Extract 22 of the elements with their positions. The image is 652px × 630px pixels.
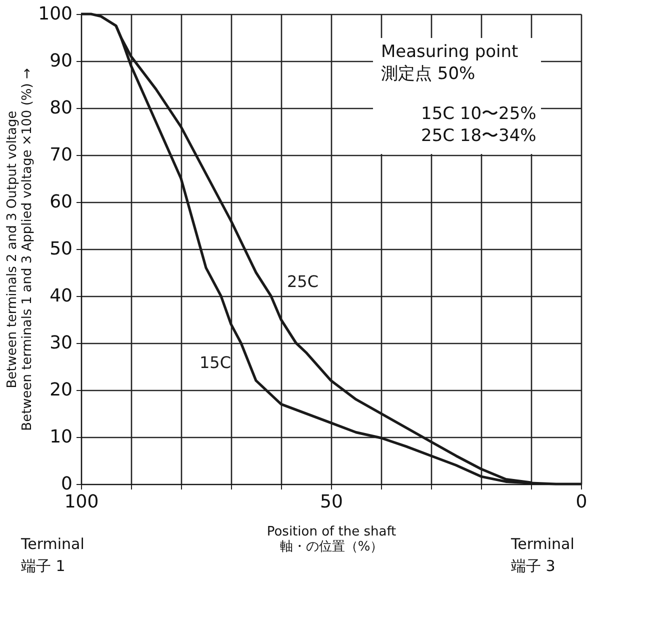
y-tick-label: 10 [50, 426, 72, 448]
y-tick-label: 60 [50, 192, 72, 212]
text: Terminal 端子 1 [20, 535, 84, 575]
y-tick-label: 90 [50, 50, 72, 72]
y-tick-label: 30 [50, 332, 72, 354]
y-tick-label: 40 [50, 286, 72, 306]
x-tick-label: 50 [320, 492, 343, 512]
y-axis-title: Between terminals 2 and 3 Output voltage Between terminals 1 and 3 Applied voltage ×100 (%) → [5, 68, 36, 431]
text: Terminal 端子 3 [510, 535, 574, 575]
series-label: 15C [199, 353, 231, 372]
y-tick-label: 50 [50, 238, 72, 260]
y-tick-label: 20 [50, 380, 72, 400]
y-tick-label: 0 [61, 474, 72, 494]
x-tick-label: 0 [576, 492, 588, 512]
x-tick-label: 100 [64, 492, 99, 512]
series-label: 25C [287, 272, 319, 291]
annotation: Measuring point 測定点 50% [381, 42, 519, 84]
y-tick-label: 80 [50, 98, 72, 118]
x-axis-title: Position of the shaft 軸・の位置（%） [266, 524, 396, 554]
annotation: 15C 10〜25% 25C 18〜34% [421, 104, 536, 146]
y-tick-label: 100 [38, 4, 72, 24]
y-tick-label: 70 [50, 144, 72, 166]
